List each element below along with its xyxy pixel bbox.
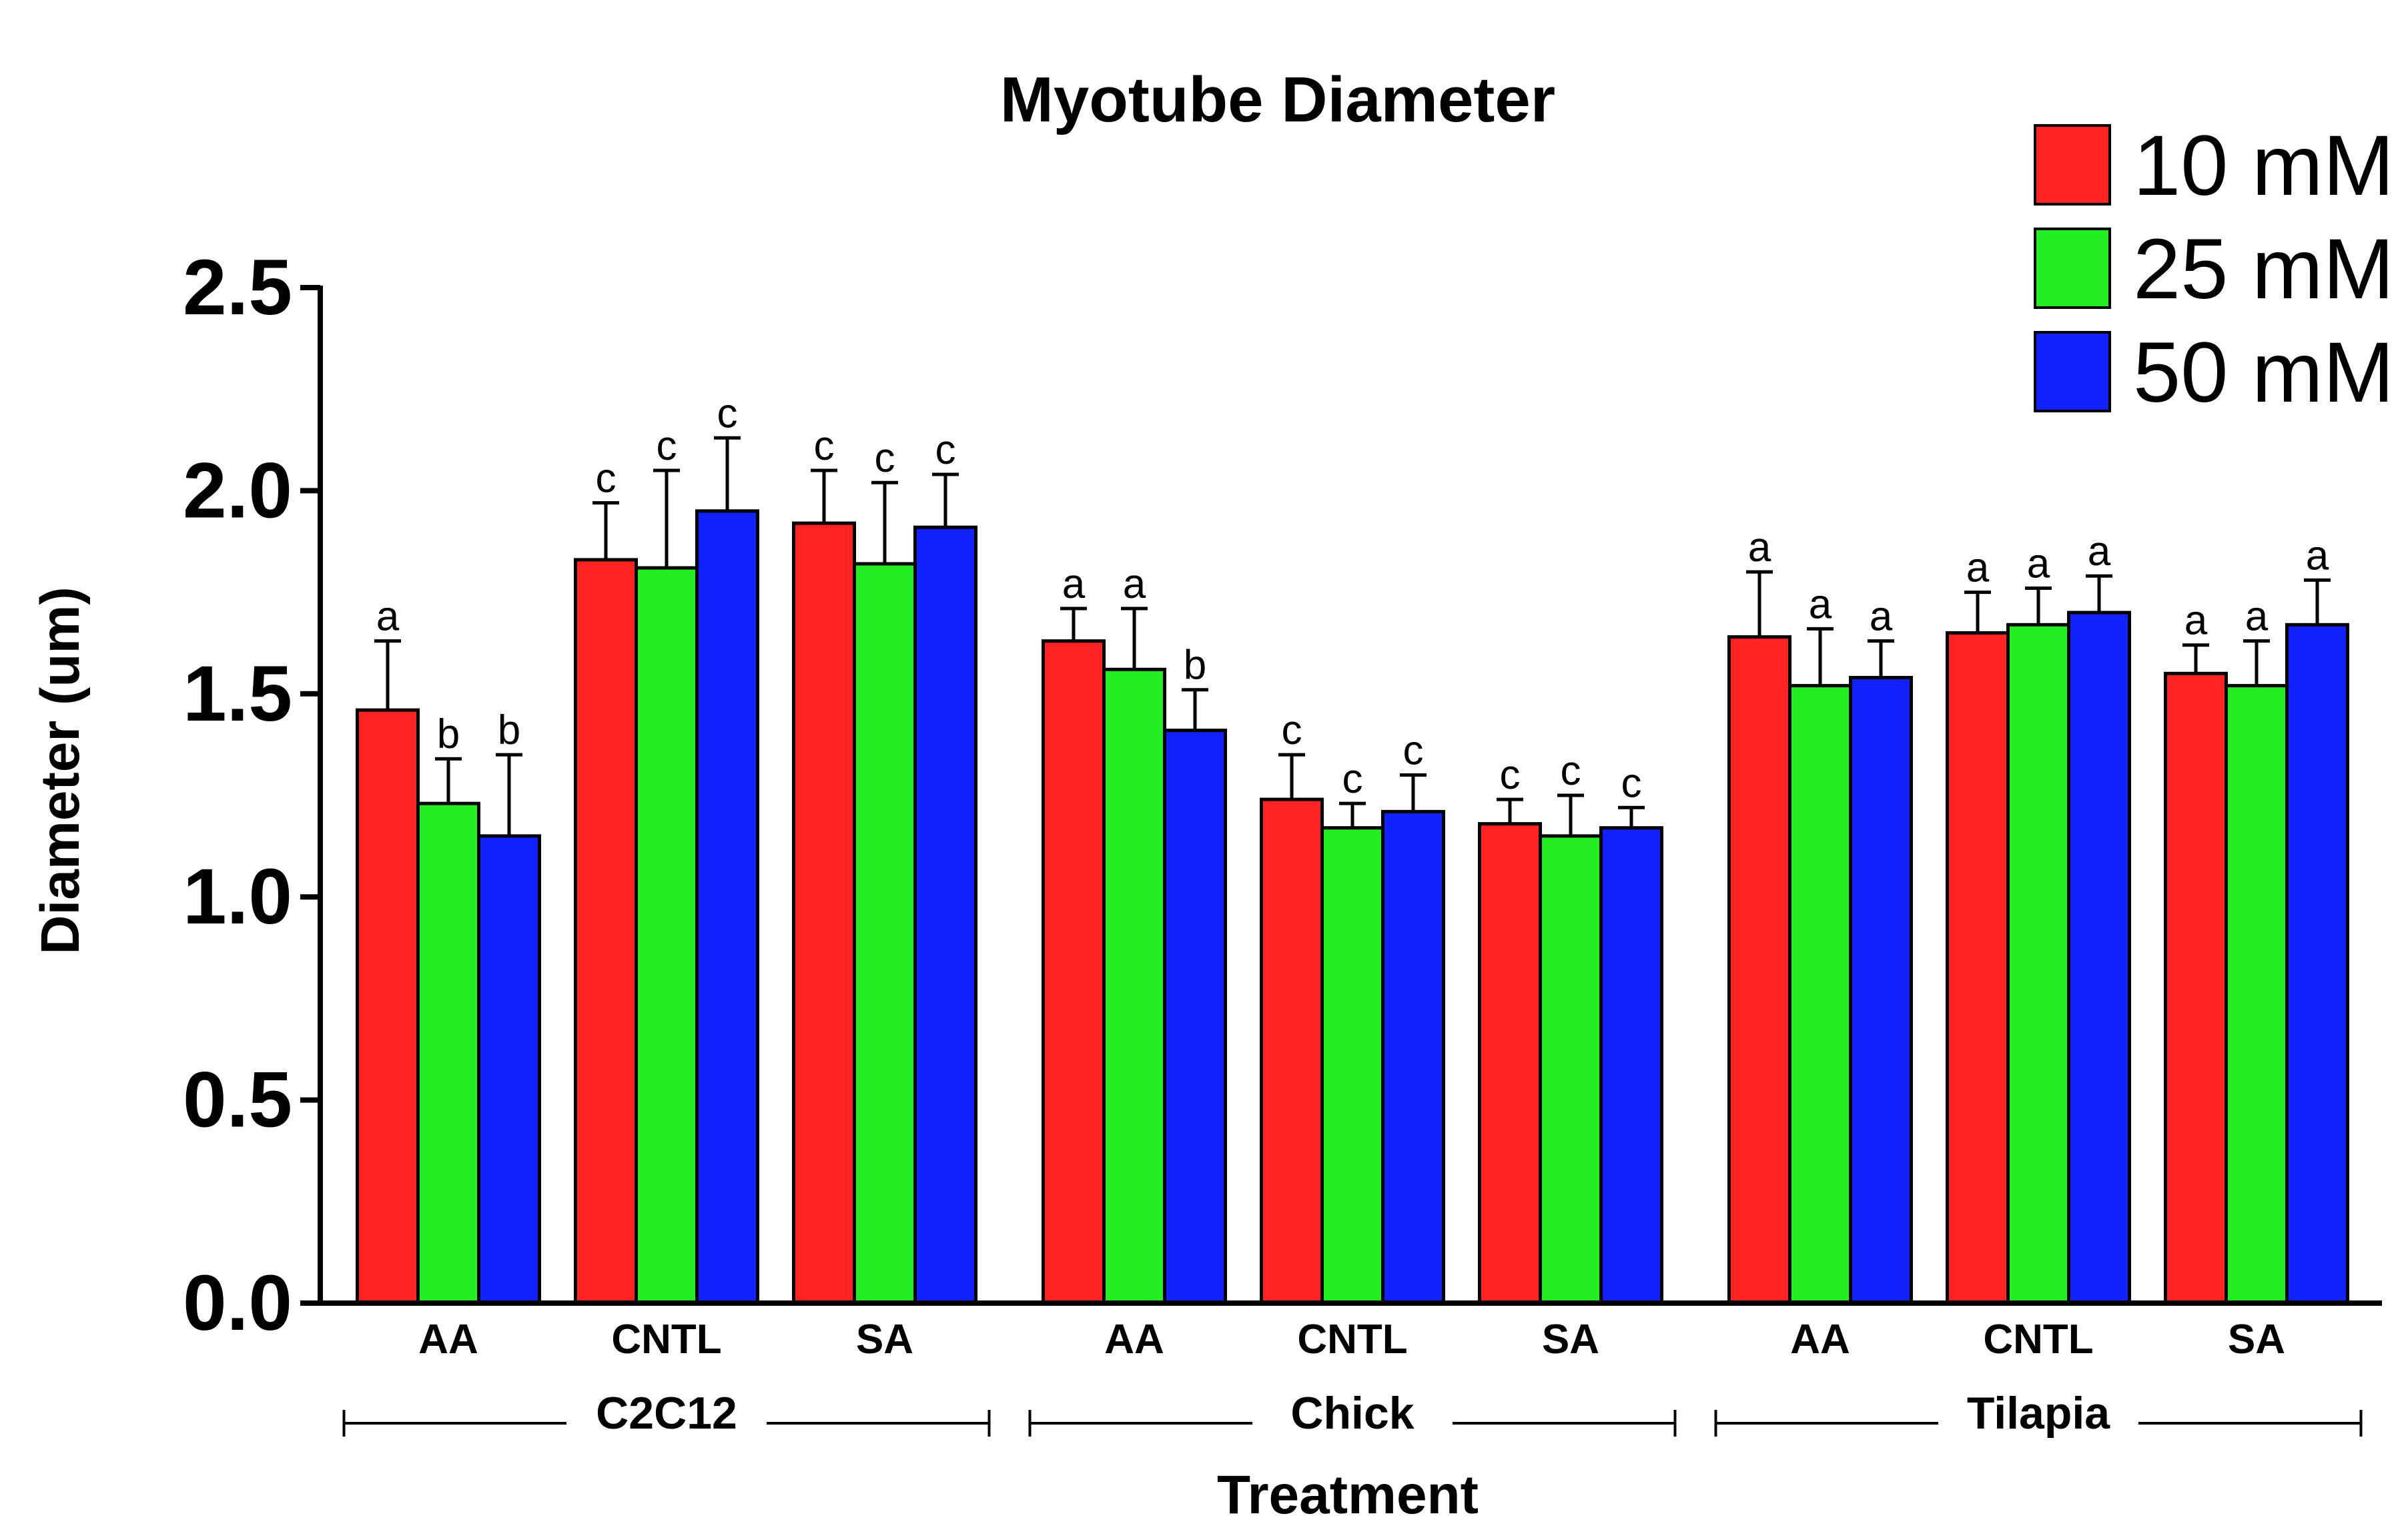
bar-c2c12-aa-1 (416, 801, 480, 1305)
bar-tilapia-cntl-1 (2006, 623, 2070, 1305)
bar-tilapia-aa-1 (1788, 684, 1852, 1305)
significance-letter: a (1966, 545, 1990, 591)
y-tick-label: 2.0 (183, 446, 292, 534)
y-tick-label: 0.0 (183, 1259, 292, 1347)
y-axis-title: Diameter (um) (30, 587, 91, 954)
significance-letter: a (2027, 541, 2050, 587)
x-category-label: CNTL (1297, 1316, 1407, 1363)
x-category-label: AA (418, 1316, 478, 1363)
significance-letter: c (1561, 748, 1581, 794)
significance-letter: a (1870, 594, 1893, 640)
significance-letter: b (498, 707, 520, 753)
significance-letter: c (1403, 728, 1424, 774)
legend-label-1: 25 mM (2133, 222, 2394, 317)
bar-c2c12-cntl-1 (635, 566, 699, 1305)
significance-letter: a (2306, 532, 2329, 579)
x-axis-title: Treatment (1217, 1465, 1479, 1525)
significance-letter: b (1184, 643, 1206, 689)
x-category-label: SA (856, 1316, 913, 1363)
significance-letter: c (814, 423, 835, 469)
y-tick-label: 0.5 (183, 1056, 292, 1144)
significance-letter: a (1062, 561, 1086, 607)
legend-swatch-1 (2034, 228, 2111, 309)
x-category-label: SA (2228, 1316, 2285, 1363)
bar-tilapia-sa-2 (2285, 623, 2349, 1305)
bar-chick-cntl-2 (1381, 809, 1445, 1305)
x-category-label: CNTL (611, 1316, 721, 1363)
bar-chick-sa-2 (1599, 826, 1663, 1305)
significance-letter: c (1282, 707, 1302, 753)
bar-tilapia-cntl-0 (1946, 631, 2010, 1305)
significance-letter: c (1342, 756, 1363, 802)
x-category-label: SA (1542, 1316, 1599, 1363)
legend-swatch-2 (2034, 331, 2111, 412)
group-label: C2C12 (596, 1388, 737, 1439)
bar-tilapia-sa-1 (2225, 684, 2289, 1305)
bar-c2c12-sa-1 (853, 562, 917, 1305)
bar-chick-aa-1 (1102, 667, 1166, 1305)
y-tick-label: 1.5 (183, 650, 292, 738)
significance-letter: a (1123, 561, 1146, 607)
x-category-label: AA (1104, 1316, 1164, 1363)
significance-letter: c (717, 390, 738, 436)
significance-letter: a (1809, 581, 1832, 627)
bar-c2c12-aa-2 (477, 834, 541, 1305)
significance-letter: b (437, 711, 460, 757)
significance-letter: c (935, 427, 956, 473)
bar-chick-sa-1 (1539, 834, 1603, 1305)
bar-tilapia-aa-2 (1849, 675, 1913, 1305)
group-label: Tilapia (1967, 1388, 2110, 1439)
significance-letter: c (596, 456, 617, 502)
significance-letter: a (376, 594, 400, 640)
significance-letter: a (1748, 524, 1771, 570)
legend-swatch-0 (2034, 124, 2111, 206)
bar-chick-sa-0 (1478, 822, 1542, 1305)
bar-tilapia-aa-0 (1727, 635, 1791, 1305)
bar-c2c12-sa-0 (792, 521, 856, 1305)
y-tick-label: 1.0 (183, 853, 292, 941)
significance-letter: c (1500, 752, 1521, 798)
bar-chick-cntl-0 (1260, 797, 1324, 1305)
legend-label-2: 50 mM (2133, 325, 2394, 420)
significance-letter: c (657, 423, 677, 469)
bar-tilapia-cntl-2 (2067, 611, 2131, 1305)
x-category-label: AA (1790, 1316, 1850, 1363)
significance-letter: a (2245, 594, 2269, 640)
bar-c2c12-sa-2 (913, 525, 977, 1305)
bar-tilapia-sa-0 (2164, 671, 2228, 1305)
bar-chick-cntl-1 (1320, 826, 1384, 1305)
bar-c2c12-cntl-0 (574, 558, 638, 1305)
x-category-label: CNTL (1983, 1316, 2093, 1363)
bar-c2c12-aa-0 (356, 708, 420, 1305)
chart-title: Myotube Diameter (1000, 64, 1555, 135)
significance-letter: a (2088, 528, 2111, 574)
bar-chick-aa-0 (1042, 639, 1106, 1305)
bar-c2c12-cntl-2 (695, 509, 759, 1305)
y-tick-label: 2.5 (183, 244, 292, 332)
bar-chick-aa-2 (1163, 729, 1227, 1305)
legend-label-0: 10 mM (2133, 118, 2394, 214)
significance-letter: c (875, 435, 895, 481)
significance-letter: c (1621, 760, 1642, 806)
group-label: Chick (1290, 1388, 1414, 1439)
significance-letter: a (2184, 598, 2208, 644)
